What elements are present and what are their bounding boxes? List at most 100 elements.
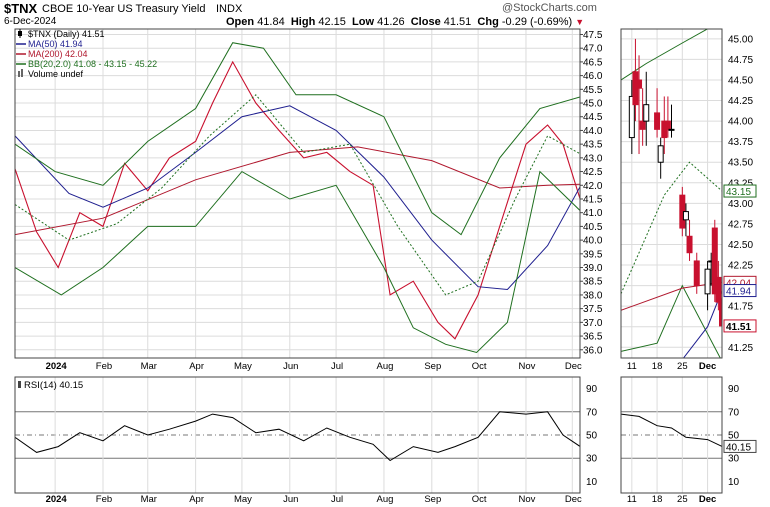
value-flag-ma50: [723, 284, 757, 298]
inset-panel-frame: [620, 28, 723, 359]
rsi-inset-frame: [620, 376, 723, 494]
inset-candle-body: [639, 120, 646, 130]
price-x-tick-label: Jul: [331, 361, 343, 372]
price-y-tick-label: 47.5: [583, 30, 603, 41]
inset-candle-body: [636, 79, 643, 89]
rsi-line: [15, 411, 580, 462]
inset-candle-body: [719, 298, 722, 327]
inset-y-tick-label: 44.00: [728, 117, 753, 128]
inset-candle-body: [668, 128, 675, 131]
rsi-x-tick-label: Apr: [189, 494, 204, 505]
inset-y-tick-label: 42.25: [728, 261, 753, 272]
inset-y-tick-label: 43.25: [728, 178, 753, 189]
inset-y-tick-label: 42.50: [728, 240, 753, 251]
ohlc-readout: Open 41.84 High 42.15 Low 41.26 Close 41…: [226, 16, 584, 28]
candle-icon: [18, 31, 22, 36]
inset-series-bb: [621, 29, 709, 81]
price-y-tick-label: 42.5: [583, 167, 603, 178]
price-x-tick-label: Sep: [424, 361, 441, 372]
inset-candle-body: [628, 95, 635, 139]
inset-y-tick-label: 44.25: [728, 96, 753, 107]
close-value: 41.51: [443, 16, 472, 28]
price-y-tick-label: 45.5: [583, 85, 603, 96]
inset-y-tick-label: 43.50: [728, 158, 753, 169]
inset-x-tick-label: 18: [652, 361, 663, 372]
high-value: 42.15: [318, 16, 346, 28]
rsi-inset-x-tick-label: 11: [627, 494, 637, 505]
price-series-bb-mid: [15, 94, 580, 296]
price-series-bb: [15, 170, 580, 354]
price-y-tick-label: 46.5: [583, 57, 603, 68]
rsi-inset-y-tick-label: 90: [728, 384, 740, 395]
price-y-tick-label: 38.0: [583, 290, 603, 301]
price-y-tick-label: 43.5: [583, 140, 603, 151]
chart-date: 6-Dec-2024: [4, 16, 57, 27]
rsi-legend-label: RSI(14) 40.15: [24, 380, 83, 391]
rsi-x-tick-label: Mar: [141, 494, 157, 505]
inset-y-tick-label: 44.50: [728, 75, 753, 86]
price-y-tick-label: 36.0: [583, 345, 603, 356]
price-y-tick-label: 44.0: [583, 126, 603, 137]
rsi-y-tick-label: 50: [586, 431, 598, 442]
rsi-x-tick-label: Feb: [96, 494, 112, 505]
legend-item-candle: $TNX (Daily) 41.51: [28, 29, 105, 39]
price-x-tick-label: May: [234, 361, 252, 372]
inset-series-bb: [621, 284, 721, 358]
low-value: 41.26: [377, 16, 405, 28]
inset-candle-body: [704, 268, 711, 295]
rsi-inset-x-tick-label: 18: [652, 494, 663, 505]
price-x-tick-label: Feb: [96, 361, 112, 372]
legend-item-volume: Volume undef: [28, 69, 84, 79]
open-label: Open: [226, 16, 255, 28]
price-x-tick-label: Oct: [472, 361, 487, 372]
rsi-y-tick-label: 90: [586, 384, 598, 395]
price-y-tick-label: 46.0: [583, 71, 603, 82]
price-y-tick-label: 44.5: [583, 112, 603, 123]
inset-candle-body: [686, 235, 693, 254]
rsi-value-flag-label: 40.15: [726, 442, 751, 453]
rsi-inset-y-tick-label: 10: [728, 477, 740, 488]
inset-y-tick-label: 44.75: [728, 55, 753, 66]
legend-item-bb: BB(20,2.0) 41.08 - 43.15 - 45.22: [28, 59, 157, 69]
value-flag-label-ma200: 42.04: [726, 278, 751, 289]
value-flag-label-bb: 43.15: [726, 187, 751, 198]
price-panel-frame: [14, 28, 581, 359]
inset-y-tick-label: 42.75: [728, 219, 753, 230]
rsi-inset-y-tick-label: 50: [728, 431, 740, 442]
inset-candle-body: [682, 211, 689, 221]
rsi-inset-y-tick-label: 70: [728, 407, 740, 418]
inset-y-tick-label: 41.25: [728, 343, 753, 354]
rsi-x-tick-label: 2024: [46, 494, 68, 505]
inset-candle-body: [715, 276, 722, 303]
price-y-tick-label: 36.5: [583, 332, 603, 343]
rsi-x-tick-label: Nov: [519, 494, 536, 505]
value-flag-close: [723, 319, 757, 333]
inset-candle-body: [657, 145, 664, 163]
chg-down-arrow-icon: ▼: [575, 17, 585, 27]
legend-item-ma200: MA(200) 42.04: [28, 49, 88, 59]
value-flag-label-ma50: 41.94: [726, 287, 751, 298]
watermark[interactable]: @StockCharts.com: [502, 2, 597, 14]
inset-x-tick-label: 11: [627, 361, 637, 372]
rsi-x-tick-label: Jul: [331, 494, 343, 505]
inset-y-tick-label: 43.00: [728, 199, 753, 210]
security-name: CBOE 10-Year US Treasury Yield: [42, 3, 206, 15]
rsi-x-tick-label: May: [234, 494, 252, 505]
price-y-tick-label: 37.5: [583, 304, 603, 315]
rsi-value-flag: [723, 439, 757, 453]
price-x-tick-label: Mar: [141, 361, 157, 372]
inset-candle-body: [654, 112, 661, 130]
price-x-tick-label: Apr: [189, 361, 204, 372]
price-y-tick-label: 41.5: [583, 194, 603, 205]
volume-icon: [18, 71, 20, 77]
exchange-label: INDX: [216, 3, 243, 15]
price-y-tick-label: 43.0: [583, 153, 603, 164]
rsi-x-tick-label: Dec: [565, 494, 582, 505]
inset-candle-body: [664, 120, 671, 130]
price-x-tick-label: Aug: [376, 361, 393, 372]
price-series-ma50: [15, 105, 580, 291]
rsi-x-tick-label: Sep: [424, 494, 441, 505]
rsi-y-tick-label: 70: [586, 407, 598, 418]
price-y-tick-label: 40.0: [583, 236, 603, 247]
rsi-icon: [18, 381, 21, 388]
